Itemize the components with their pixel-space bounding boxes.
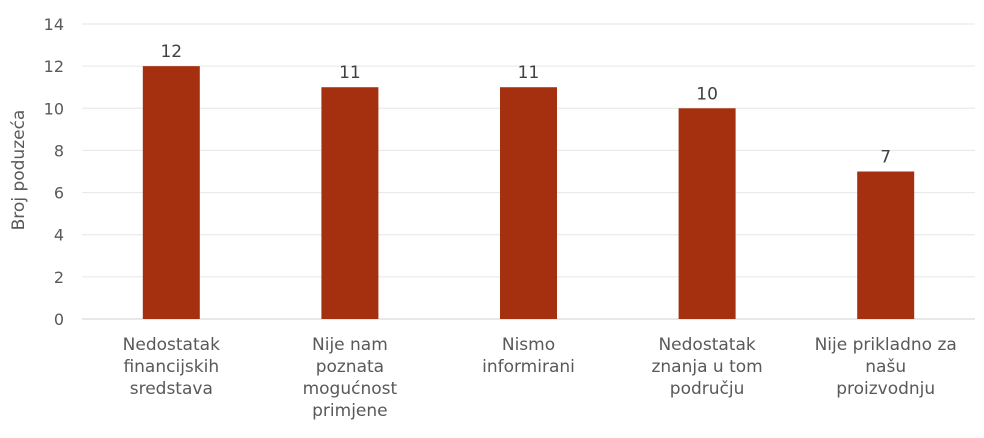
data-label: 12 <box>160 42 182 62</box>
x-tick-label: Nedostatak financijskih sredstava <box>122 335 220 399</box>
y-axis-label: Broj poduzeća <box>9 110 29 231</box>
y-axis-ticks: 0 2 4 6 8 10 12 14 <box>44 15 64 329</box>
x-tick-label: Nije prikladno za našu proizvodnju <box>814 335 957 399</box>
bar <box>500 87 557 319</box>
bar <box>857 171 915 319</box>
y-tick-label: 14 <box>44 15 64 34</box>
y-tick-label: 12 <box>44 57 64 76</box>
data-label: 11 <box>518 63 540 83</box>
data-label: 7 <box>880 148 891 168</box>
bar <box>678 108 736 320</box>
y-tick-label: 10 <box>44 99 64 118</box>
x-tick-label: Nismo informirani <box>482 335 575 377</box>
data-label: 10 <box>696 84 718 104</box>
data-labels: 12 11 11 10 7 <box>160 42 891 167</box>
y-tick-label: 4 <box>54 226 64 245</box>
bars <box>142 66 915 320</box>
y-tick-label: 2 <box>54 268 64 287</box>
data-label: 11 <box>339 63 361 83</box>
y-tick-label: 6 <box>54 184 64 203</box>
y-tick-label: 0 <box>54 310 64 329</box>
bar <box>321 87 379 319</box>
x-tick-label: Nedostatak znanja u tom području <box>651 335 763 399</box>
bar <box>142 66 200 320</box>
y-tick-label: 8 <box>54 141 64 160</box>
x-tick-label: Nije nam poznata mogućnost primjene <box>302 335 398 421</box>
